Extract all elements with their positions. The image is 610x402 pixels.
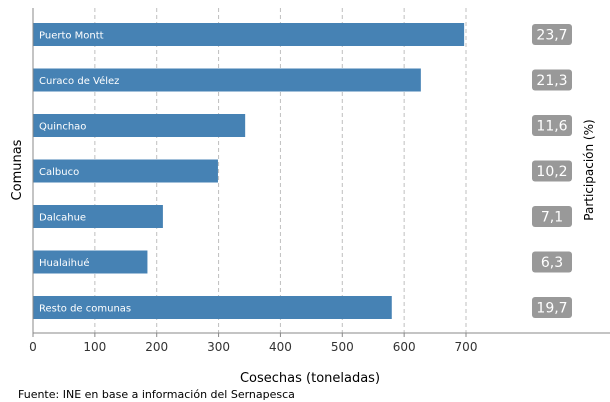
x-tick-label: 500 [331, 340, 354, 354]
participation-value: 7,1 [541, 210, 563, 226]
y-axis-title: Comunas [10, 139, 25, 200]
participation-value: 6,3 [541, 255, 563, 271]
bar [33, 68, 421, 92]
participation-badge [532, 251, 572, 273]
bar-label: Curaco de Vélez [39, 75, 119, 87]
x-tick-label: 600 [393, 340, 416, 354]
x-tick-label: 700 [455, 340, 478, 354]
secondary-y-axis-title: Participación (%) [582, 119, 596, 220]
participation-value: 19,7 [536, 301, 567, 317]
participation-value: 21,3 [536, 73, 567, 89]
participation-value: 10,2 [536, 164, 567, 180]
bar [33, 114, 246, 137]
bar-label: Dalcahue [39, 213, 86, 224]
x-tick-label: 400 [269, 340, 292, 354]
bar-label: Quinchao [39, 122, 86, 133]
bar [33, 296, 392, 319]
x-tick-label: 0 [29, 340, 37, 354]
bar [33, 205, 163, 228]
bar-label: Calbuco [39, 167, 79, 178]
participation-badge [532, 69, 572, 91]
x-axis-title: Cosechas (toneladas) [240, 371, 380, 386]
bar [33, 23, 465, 46]
x-tick-label: 100 [83, 340, 106, 354]
participation-value: 23,7 [536, 28, 567, 44]
participation-badge [532, 206, 572, 227]
bar [33, 159, 218, 183]
participation-badge [532, 297, 572, 318]
participation-badge [532, 115, 572, 136]
source-note: Fuente: INE en base a información del Se… [18, 388, 295, 401]
bars: Puerto Montt Curaco de Vélez Quinchao Calbu… [33, 23, 465, 319]
x-tick-label: 300 [207, 340, 230, 354]
bar-label: Hualaihué [39, 257, 90, 269]
bar [33, 250, 148, 274]
participation-value: 11,6 [536, 119, 567, 135]
x-tick-label: 200 [145, 340, 168, 354]
x-axis-ticks: 0 100 200 300 400 500 600 700 [29, 333, 477, 354]
participation-badge [532, 160, 572, 182]
participation-badges: 23,7 21,3 11,6 10,2 7,1 6,3 19,7 [532, 24, 572, 318]
bar-label: Puerto Montt [39, 31, 104, 42]
bar-label: Resto de comunas [39, 304, 131, 315]
participation-badge [532, 24, 572, 45]
